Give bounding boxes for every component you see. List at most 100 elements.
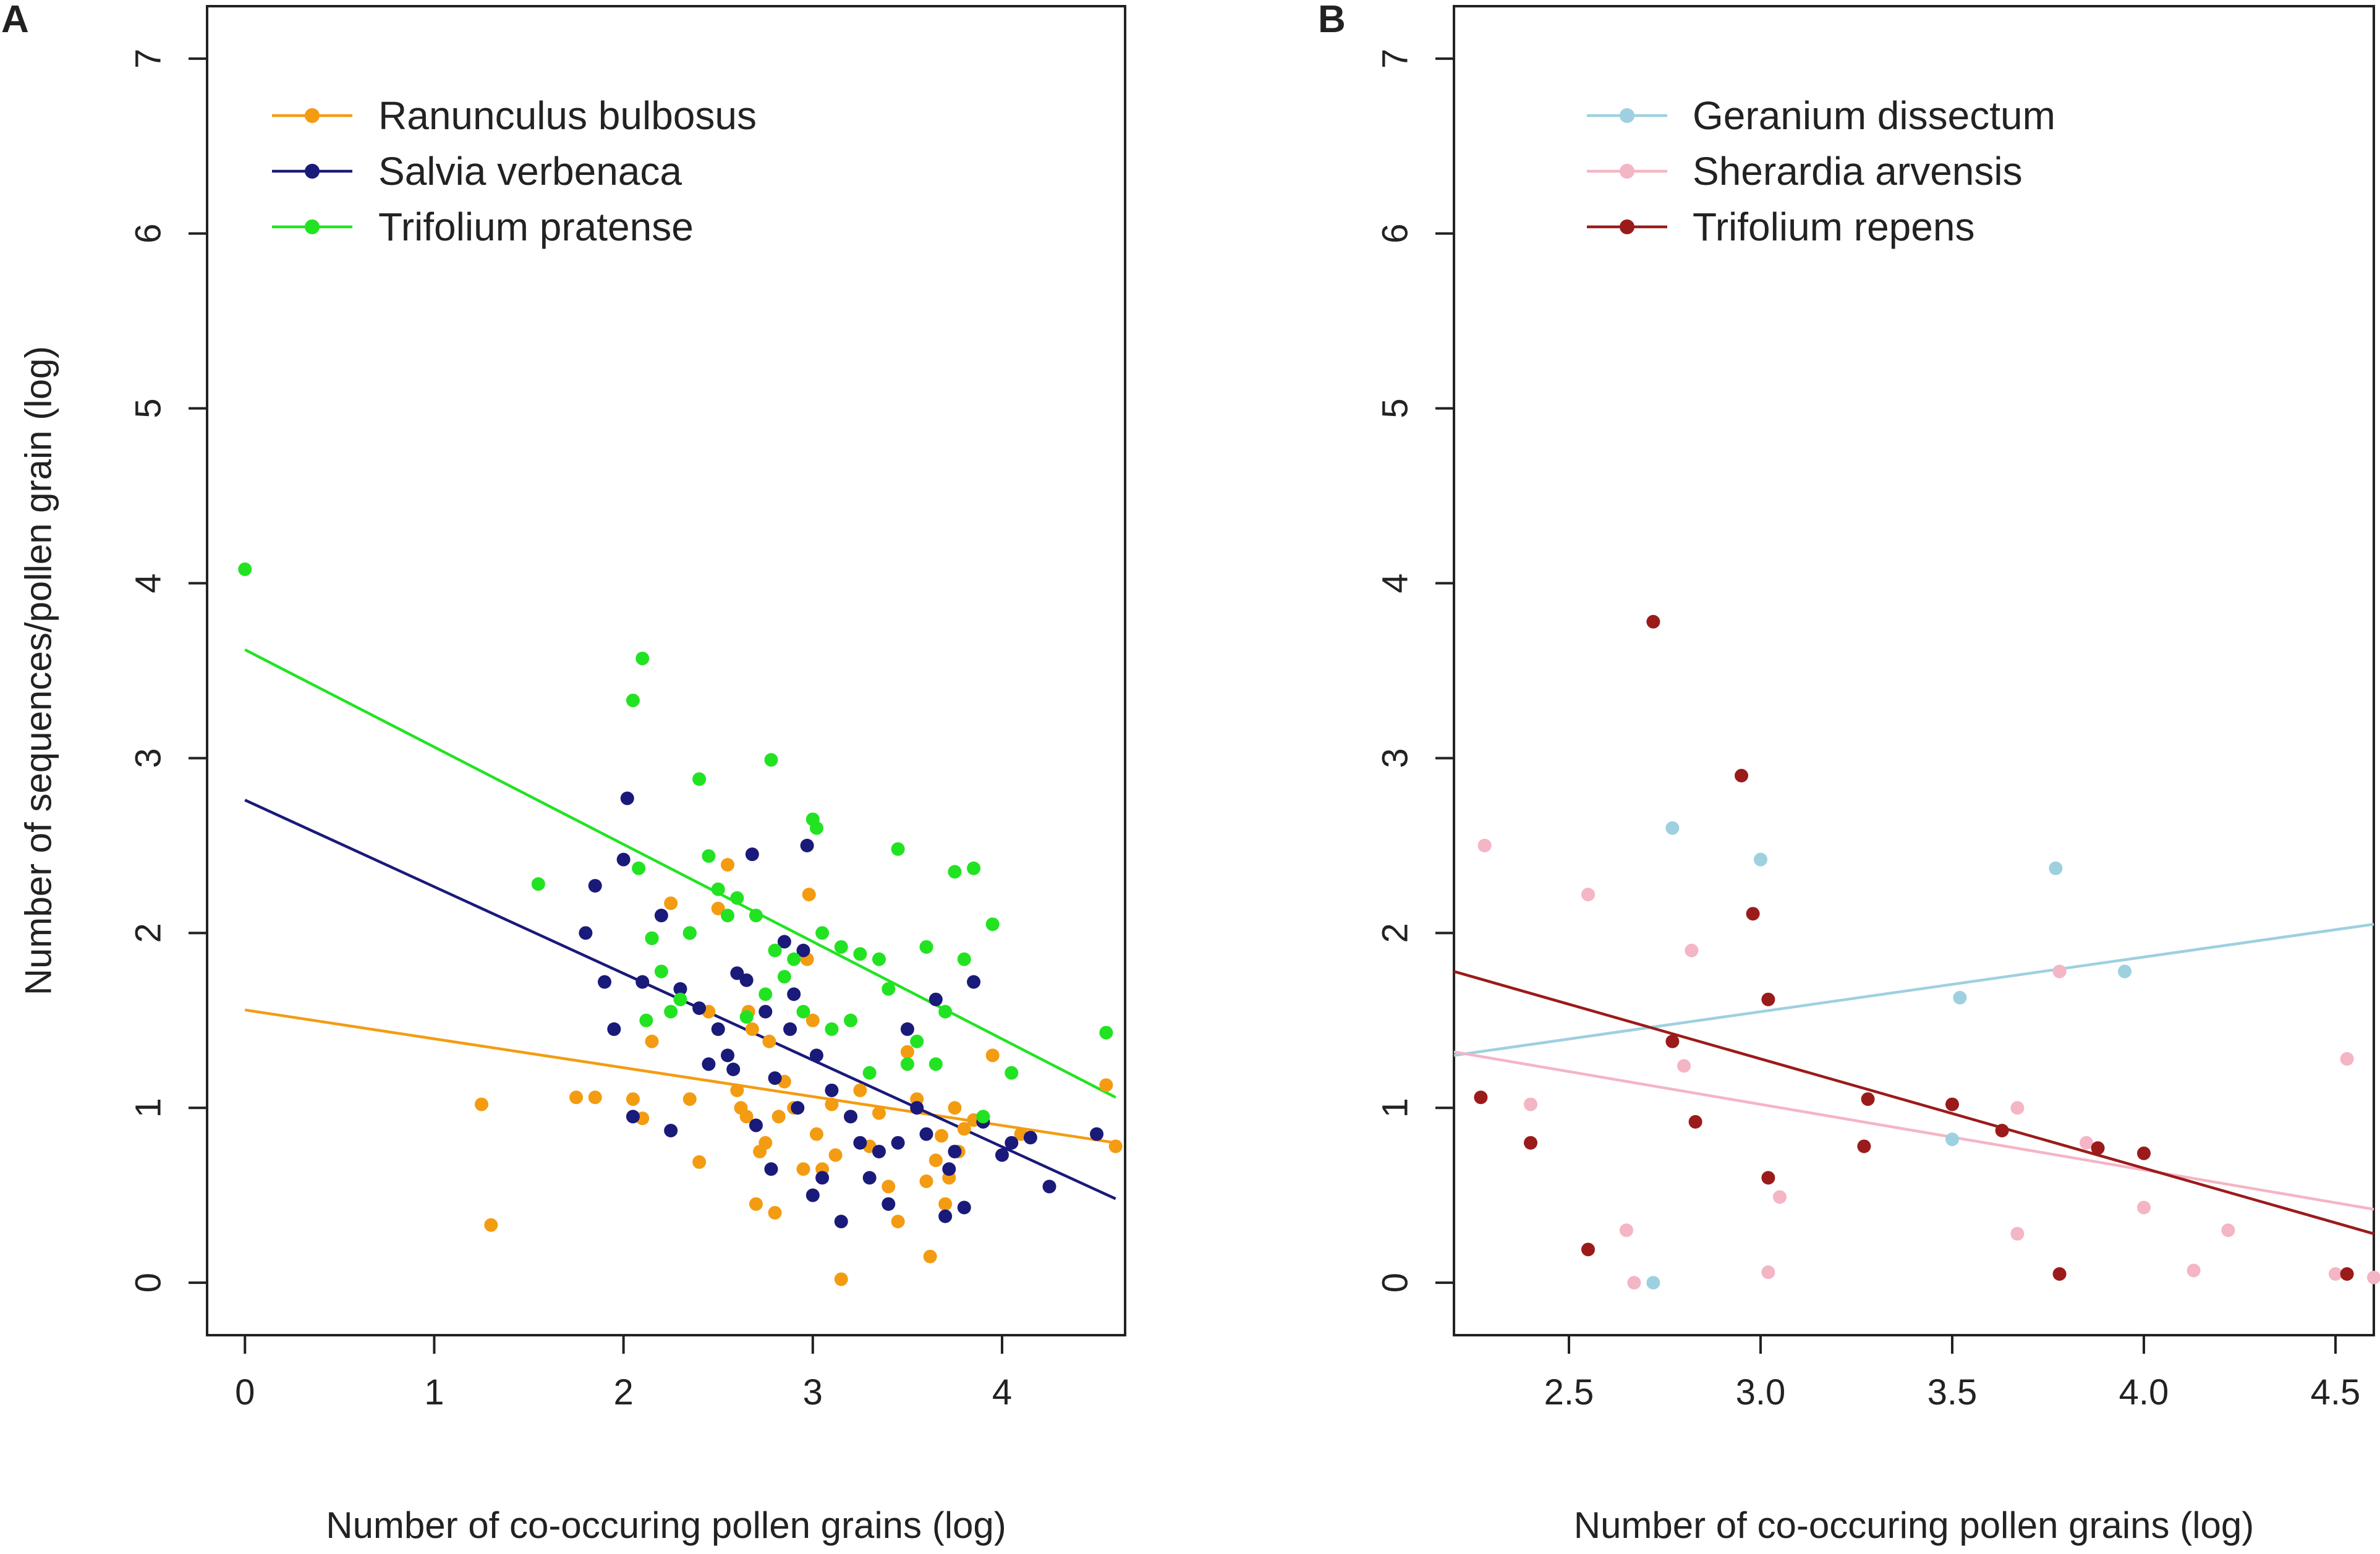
a-point-trifolium-pratense bbox=[834, 940, 848, 954]
a-point-salvia-verbenaca bbox=[692, 1001, 707, 1015]
a-point-salvia-verbenaca bbox=[673, 982, 687, 996]
a-point-trifolium-pratense bbox=[759, 987, 773, 1001]
b-point-sherardia-arvensis bbox=[2080, 1136, 2093, 1150]
a-point-trifolium-pratense bbox=[764, 753, 778, 767]
b-point-trifolium-repens bbox=[1474, 1090, 1488, 1105]
a-point-trifolium-pratense bbox=[809, 821, 823, 835]
a-point-salvia-verbenaca bbox=[1023, 1131, 1037, 1145]
a-point-trifolium-pratense bbox=[777, 970, 791, 984]
a-point-salvia-verbenaca bbox=[796, 943, 810, 957]
b-point-trifolium-repens bbox=[1646, 614, 1660, 629]
a-point-salvia-verbenaca bbox=[711, 1022, 725, 1036]
a-point-ranunculus-bulbosus bbox=[900, 1045, 914, 1059]
a-point-ranunculus-bulbosus bbox=[891, 1215, 905, 1229]
a-point-salvia-verbenaca bbox=[900, 1022, 914, 1036]
b-legend-marker-trifolium-repens bbox=[1620, 219, 1634, 234]
a-point-ranunculus-bulbosus bbox=[588, 1090, 602, 1105]
a-point-salvia-verbenaca bbox=[938, 1209, 953, 1223]
b-point-sherardia-arvensis bbox=[2052, 964, 2067, 979]
b-fit-line-geranium-dissectum bbox=[1453, 922, 2374, 1057]
a-point-trifolium-pratense bbox=[815, 926, 830, 940]
a-point-salvia-verbenaca bbox=[616, 852, 631, 867]
a-point-salvia-verbenaca bbox=[764, 1162, 778, 1176]
b-point-trifolium-repens bbox=[1945, 1097, 1959, 1111]
b-point-sherardia-arvensis bbox=[2187, 1263, 2201, 1278]
a-y-tick-label-2: 2 bbox=[129, 923, 169, 943]
a-point-trifolium-pratense bbox=[645, 931, 659, 945]
b-point-geranium-dissectum bbox=[2118, 964, 2131, 979]
a-point-ranunculus-bulbosus bbox=[929, 1153, 943, 1168]
b-y-tick-label-3: 3 bbox=[1375, 748, 1416, 768]
a-point-salvia-verbenaca bbox=[809, 1048, 823, 1063]
b-point-geranium-dissectum bbox=[2049, 861, 2063, 875]
b-point-sherardia-arvensis bbox=[1773, 1190, 1787, 1204]
a-point-ranunculus-bulbosus bbox=[805, 1013, 820, 1027]
a-point-trifolium-pratense bbox=[626, 694, 640, 708]
a-point-salvia-verbenaca bbox=[745, 847, 759, 862]
a-point-trifolium-pratense bbox=[664, 1004, 678, 1019]
a-point-trifolium-pratense bbox=[891, 842, 905, 856]
a-point-salvia-verbenaca bbox=[800, 838, 814, 852]
b-point-sherardia-arvensis bbox=[2010, 1226, 2025, 1241]
b-point-trifolium-repens bbox=[1524, 1136, 1537, 1150]
a-point-ranunculus-bulbosus bbox=[484, 1218, 498, 1232]
b-x-tick-label-4.0: 4.0 bbox=[2119, 1372, 2169, 1412]
b-point-geranium-dissectum bbox=[1953, 991, 1967, 1005]
panel-b: B 0 1 2 3 4 5 6 7 2.5 3.0 3.5 4.0 4.5 Number of co-oc… bbox=[1318, 0, 2380, 1546]
a-point-salvia-verbenaca bbox=[862, 1171, 877, 1185]
a-point-trifolium-pratense bbox=[635, 652, 650, 666]
a-point-salvia-verbenaca bbox=[967, 975, 981, 989]
b-point-trifolium-repens bbox=[1761, 992, 1775, 1006]
a-point-trifolium-pratense bbox=[862, 1066, 877, 1080]
a-point-ranunculus-bulbosus bbox=[1099, 1078, 1113, 1092]
a-x-axis-title: Number of co-occuring pollen grains (log… bbox=[326, 1505, 1006, 1546]
a-point-ranunculus-bulbosus bbox=[749, 1197, 763, 1211]
a-point-trifolium-pratense bbox=[1099, 1025, 1113, 1040]
b-point-trifolium-repens bbox=[1581, 1242, 1595, 1257]
b-point-sherardia-arvensis bbox=[1581, 888, 1595, 902]
a-point-trifolium-pratense bbox=[844, 1013, 858, 1027]
a-point-trifolium-pratense bbox=[702, 849, 716, 863]
b-point-sherardia-arvensis bbox=[2221, 1223, 2235, 1238]
a-point-salvia-verbenaca bbox=[844, 1110, 858, 1124]
a-point-trifolium-pratense bbox=[639, 1013, 653, 1027]
b-point-trifolium-repens bbox=[1688, 1115, 1702, 1129]
a-point-salvia-verbenaca bbox=[730, 966, 744, 980]
a-point-salvia-verbenaca bbox=[825, 1083, 839, 1097]
b-legend-label-geranium-dissectum: Geranium dissectum bbox=[1693, 93, 2055, 138]
a-point-ranunculus-bulbosus bbox=[721, 858, 735, 872]
a-point-salvia-verbenaca bbox=[721, 1048, 735, 1063]
b-point-geranium-dissectum bbox=[1945, 1132, 1959, 1147]
a-point-salvia-verbenaca bbox=[620, 791, 634, 805]
a-point-salvia-verbenaca bbox=[759, 1004, 773, 1019]
b-y-tick-label-2: 2 bbox=[1375, 923, 1416, 943]
b-point-trifolium-repens bbox=[1861, 1092, 1875, 1106]
b-point-sherardia-arvensis bbox=[1620, 1223, 1633, 1238]
a-point-salvia-verbenaca bbox=[1090, 1127, 1104, 1141]
a-x-tick-label-4: 4 bbox=[992, 1372, 1012, 1412]
a-point-ranunculus-bulbosus bbox=[802, 888, 816, 902]
a-point-trifolium-pratense bbox=[730, 891, 744, 905]
a-point-salvia-verbenaca bbox=[872, 1144, 886, 1158]
b-point-sherardia-arvensis bbox=[2340, 1052, 2354, 1066]
a-point-salvia-verbenaca bbox=[768, 1071, 782, 1085]
a-point-ranunculus-bulbosus bbox=[739, 1110, 754, 1124]
a-x-tick-label-2: 2 bbox=[613, 1372, 633, 1412]
a-legend-marker-trifolium-pratense bbox=[305, 219, 320, 234]
a-point-ranunculus-bulbosus bbox=[825, 1097, 839, 1111]
b-point-trifolium-repens bbox=[1665, 1034, 1680, 1048]
b-point-trifolium-repens bbox=[2340, 1267, 2354, 1281]
a-point-ranunculus-bulbosus bbox=[872, 1106, 886, 1120]
b-x-tick-label-3.0: 3.0 bbox=[1736, 1372, 1786, 1412]
b-fit-line-sherardia-arvensis bbox=[1453, 1050, 2374, 1211]
a-point-salvia-verbenaca bbox=[791, 1101, 805, 1115]
a-point-trifolium-pratense bbox=[632, 861, 646, 875]
a-point-salvia-verbenaca bbox=[787, 987, 801, 1001]
a-point-salvia-verbenaca bbox=[995, 1148, 1009, 1162]
a-fit-line-trifolium-pratense bbox=[244, 648, 1116, 1099]
a-point-ranunculus-bulbosus bbox=[938, 1197, 953, 1211]
a-point-ranunculus-bulbosus bbox=[919, 1174, 933, 1189]
a-point-salvia-verbenaca bbox=[919, 1127, 933, 1141]
a-point-salvia-verbenaca bbox=[626, 1110, 640, 1124]
a-point-ranunculus-bulbosus bbox=[853, 1083, 867, 1097]
